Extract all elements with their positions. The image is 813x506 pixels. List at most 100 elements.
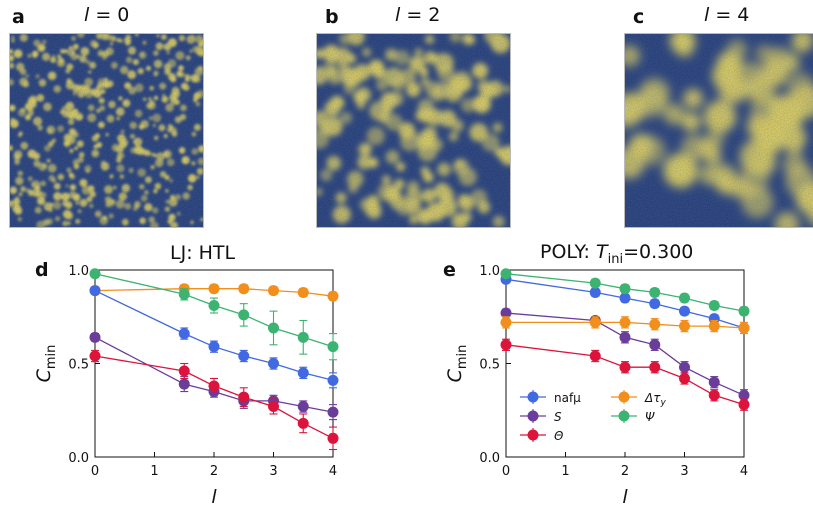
- data-point: [89, 350, 101, 362]
- data-point: [327, 290, 339, 302]
- data-point: [738, 322, 750, 334]
- panel-title-e: POLY: Tini=0.300: [540, 241, 693, 267]
- data-point: [297, 417, 309, 429]
- data-point: [649, 361, 661, 373]
- data-point: [327, 374, 339, 386]
- data-point: [679, 372, 690, 384]
- data-point: [89, 331, 101, 343]
- data-point: [649, 318, 661, 330]
- x-tick-label: 4: [740, 464, 748, 479]
- panel-letter-e: e: [443, 259, 456, 281]
- data-point: [89, 268, 101, 280]
- panel-letter-a: a: [12, 6, 25, 28]
- data-point: [708, 320, 720, 332]
- data-point: [708, 376, 720, 388]
- x-tick-label: 4: [329, 464, 337, 479]
- x-tick-label: 0: [502, 464, 510, 479]
- data-point: [297, 401, 309, 413]
- x-tick-label: 1: [561, 464, 569, 479]
- data-point: [649, 286, 661, 298]
- panel-title-b-var: l: [395, 4, 401, 26]
- x-axis-label: l: [211, 486, 217, 506]
- panel-title-a-eq: = 0: [89, 4, 130, 26]
- data-point: [297, 286, 309, 298]
- y-tick-label: 0.0: [68, 451, 89, 466]
- panel-title-b: l = 2: [395, 4, 440, 26]
- snapshot-l0-image: [9, 33, 204, 228]
- data-point: [500, 307, 512, 319]
- legend-label: Ψ: [645, 410, 655, 424]
- legend-label: S: [554, 410, 562, 424]
- y-axis-label: Cmin: [444, 345, 470, 383]
- data-point: [589, 350, 601, 362]
- data-point: [238, 309, 250, 321]
- panel-title-e-sub: ini: [607, 251, 624, 267]
- data-point: [268, 401, 279, 413]
- data-point: [208, 283, 220, 295]
- data-point: [649, 339, 661, 351]
- x-tick-label: 2: [210, 464, 218, 479]
- data-point: [327, 406, 339, 418]
- legend-label: nafμ: [554, 391, 581, 405]
- x-axis-label: l: [622, 486, 628, 506]
- panel-letter-c: c: [633, 6, 645, 28]
- y-tick-label: 0.5: [68, 358, 89, 373]
- data-point: [238, 391, 250, 403]
- data-point: [619, 361, 631, 373]
- data-point: [679, 305, 690, 317]
- data-point: [619, 292, 631, 304]
- data-point: [500, 268, 512, 280]
- data-point: [679, 320, 690, 332]
- data-point: [649, 298, 661, 310]
- panel-title-c-var: l: [704, 4, 710, 26]
- data-point: [178, 328, 190, 340]
- y-tick-label: 1.0: [68, 264, 89, 279]
- data-point: [327, 432, 339, 444]
- panel-title-e-main: POLY:: [540, 241, 596, 263]
- x-tick-label: 3: [269, 464, 277, 479]
- y-tick-label: 0.0: [479, 451, 500, 466]
- data-point: [619, 283, 631, 295]
- data-point: [208, 380, 220, 392]
- panel-title-b-eq: = 2: [400, 4, 441, 26]
- data-point: [178, 288, 190, 300]
- y-axis-label: Cmin: [33, 345, 59, 383]
- snapshot-l4-image: [624, 33, 813, 228]
- legend-label: Θ: [554, 429, 564, 443]
- data-point: [679, 361, 690, 373]
- data-point: [738, 389, 750, 401]
- x-tick-label: 3: [680, 464, 688, 479]
- data-point: [619, 316, 631, 328]
- snapshot-l2-image: [316, 33, 511, 228]
- data-point: [268, 322, 279, 334]
- data-point: [589, 286, 601, 298]
- data-point: [738, 399, 750, 411]
- data-point: [208, 300, 220, 312]
- panel-title-d: LJ: HTL: [170, 242, 236, 264]
- panel-title-a: l = 0: [84, 4, 129, 26]
- data-point: [297, 331, 309, 343]
- data-point: [738, 305, 750, 317]
- data-point: [268, 285, 279, 297]
- panel-title-c: l = 4: [704, 4, 749, 26]
- panel-title-e-val: =0.300: [623, 241, 694, 263]
- panel-letter-d: d: [35, 259, 49, 281]
- data-point: [89, 285, 101, 297]
- data-point: [500, 316, 512, 328]
- data-point: [619, 331, 631, 343]
- panel-title-e-T: T: [596, 241, 608, 263]
- data-point: [178, 378, 190, 390]
- data-point: [178, 365, 190, 377]
- data-point: [327, 341, 339, 353]
- data-point: [500, 339, 512, 351]
- data-point: [589, 277, 601, 289]
- panel-title-a-var: l: [84, 4, 90, 26]
- data-point: [268, 358, 279, 369]
- data-point: [238, 350, 250, 362]
- y-tick-label: 0.5: [479, 358, 500, 373]
- data-point: [208, 341, 220, 353]
- panel-letter-b: b: [325, 6, 339, 28]
- y-tick-label: 1.0: [479, 264, 500, 279]
- data-point: [708, 389, 720, 401]
